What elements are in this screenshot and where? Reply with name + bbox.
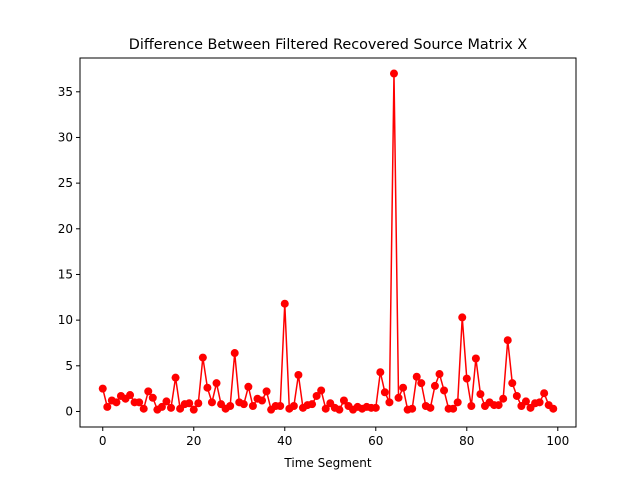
data-point [471,354,480,363]
data-point [385,398,394,407]
data-point [157,402,166,411]
data-point [135,398,144,407]
data-point [226,401,235,410]
data-point [503,336,512,345]
data-point [280,299,289,308]
series-line [102,72,554,411]
data-point [499,394,508,403]
data-point [112,398,121,407]
data-point [435,370,444,379]
data-point [426,403,435,412]
data-point [308,400,317,409]
data-point [462,374,471,383]
data-point [144,387,153,396]
data-point [458,313,467,322]
data-point [512,391,521,400]
y-tick-label: 10 [58,313,73,327]
x-tick-label: 0 [99,434,107,448]
data-point [167,403,176,412]
data-point [540,389,549,398]
data-point [198,353,207,362]
data-point [139,404,148,413]
x-tick-label: 80 [459,434,474,448]
data-point [449,404,458,413]
data-point [549,404,558,413]
data-point [185,399,194,408]
x-tick-label: 100 [546,434,569,448]
y-tick-label: 30 [58,130,73,144]
data-point [258,396,267,405]
data-point [494,401,503,410]
data-point [203,383,212,392]
data-point [508,379,517,388]
data-point [248,401,257,410]
data-point [194,399,203,408]
data-point [103,402,112,411]
data-point [430,381,439,390]
data-point [371,403,380,412]
chart-title: Difference Between Filtered Recovered So… [129,37,528,53]
data-point [467,401,476,410]
data-point [535,398,544,407]
data-point [417,379,426,388]
x-axis-label: Time Segment [283,456,371,470]
data-point [339,396,348,405]
data-point [376,368,385,377]
data-point [335,405,344,414]
data-point [230,349,239,358]
series-line-group [98,69,558,414]
data-point [317,386,326,395]
plot-frame [79,57,577,428]
data-point [207,398,216,407]
y-tick-label: 5 [65,359,73,373]
y-tick-label: 20 [58,222,73,236]
data-point [294,370,303,379]
y-tick-label: 0 [65,404,73,418]
data-point [440,386,449,395]
data-point [476,390,485,399]
y-tick-label: 25 [58,176,73,190]
data-point [380,388,389,397]
data-point [276,401,285,410]
data-point [408,404,417,413]
data-point [148,393,157,402]
data-point [312,391,321,400]
data-point [98,384,107,393]
data-point [126,391,135,400]
data-point [394,393,403,402]
data-point [399,383,408,392]
x-tick-label: 20 [186,434,201,448]
x-tick-label: 40 [277,434,292,448]
data-point [321,404,330,413]
data-point [453,398,462,407]
data-point [289,401,298,410]
data-point [412,372,421,381]
data-point [162,397,171,406]
data-point [262,387,271,396]
x-tick-label: 60 [368,434,383,448]
data-point [212,379,221,388]
plot-area [79,57,577,428]
x-axis: 0 20 40 60 80 100 [99,427,569,448]
y-axis: 0 5 10 15 20 25 30 35 [58,85,80,418]
y-tick-label: 15 [58,267,73,281]
y-tick-label: 35 [58,85,73,99]
data-point [189,405,198,414]
data-point [389,69,398,78]
data-point [521,397,530,406]
data-point [239,400,248,409]
data-point [244,382,253,391]
data-point [171,373,180,382]
